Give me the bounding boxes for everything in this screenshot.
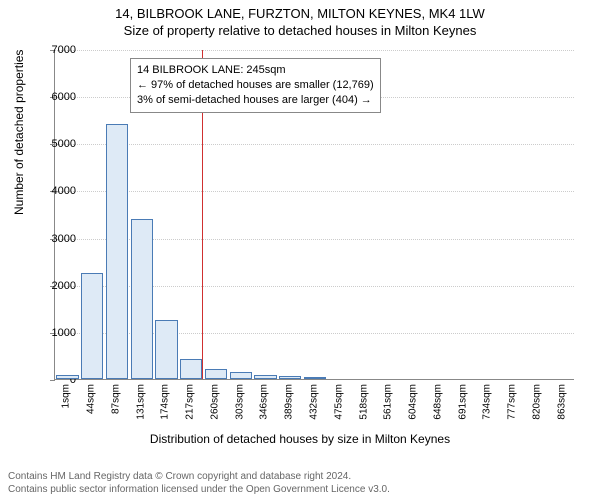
histogram-bar — [205, 369, 227, 379]
histogram-bar — [254, 375, 276, 379]
x-tick-label: 87sqm — [110, 384, 121, 414]
plot-area: 14 BILBROOK LANE: 245sqm ← 97% of detach… — [54, 50, 574, 380]
x-tick-label: 561sqm — [383, 384, 394, 420]
x-tick-label: 44sqm — [86, 384, 97, 414]
x-tick-label: 777sqm — [507, 384, 518, 420]
x-tick-label: 475sqm — [333, 384, 344, 420]
histogram-bar — [230, 372, 252, 379]
footer-line: Contains public sector information licen… — [8, 483, 390, 496]
histogram-bar — [56, 375, 78, 379]
x-tick-label: 863sqm — [556, 384, 567, 420]
histogram-bar — [155, 320, 177, 379]
x-tick-label: 131sqm — [135, 384, 146, 420]
x-tick-label: 734sqm — [482, 384, 493, 420]
x-tick-label: 518sqm — [358, 384, 369, 420]
histogram-bar — [131, 219, 153, 379]
histogram-bar — [304, 377, 326, 379]
x-tick-label: 389sqm — [284, 384, 295, 420]
annotation-line: 14 BILBROOK LANE: 245sqm — [137, 63, 374, 78]
annotation-line: 3% of semi-detached houses are larger (4… — [137, 93, 374, 108]
x-tick-label: 432sqm — [309, 384, 320, 420]
histogram-chart: 14 BILBROOK LANE: 245sqm ← 97% of detach… — [54, 50, 574, 380]
annotation-line: ← 97% of detached houses are smaller (12… — [137, 78, 374, 93]
histogram-bar — [106, 124, 128, 380]
histogram-bar — [81, 273, 103, 379]
x-tick-label: 174sqm — [160, 384, 171, 420]
x-tick-label: 604sqm — [408, 384, 419, 420]
page-subtitle: Size of property relative to detached ho… — [0, 23, 600, 38]
x-tick-label: 691sqm — [457, 384, 468, 420]
x-tick-label: 820sqm — [531, 384, 542, 420]
histogram-bar — [180, 359, 202, 379]
x-tick-label: 648sqm — [432, 384, 443, 420]
x-axis-label: Distribution of detached houses by size … — [0, 432, 600, 446]
x-tick-label: 1sqm — [61, 384, 72, 408]
x-tick-label: 346sqm — [259, 384, 270, 420]
x-tick-label: 260sqm — [209, 384, 220, 420]
footer-line: Contains HM Land Registry data © Crown c… — [8, 470, 390, 483]
page-title: 14, BILBROOK LANE, FURZTON, MILTON KEYNE… — [0, 6, 600, 21]
footer-attribution: Contains HM Land Registry data © Crown c… — [8, 470, 390, 496]
y-axis-label: Number of detached properties — [12, 50, 26, 215]
annotation-box: 14 BILBROOK LANE: 245sqm ← 97% of detach… — [130, 58, 381, 113]
x-tick-label: 217sqm — [185, 384, 196, 420]
x-tick-label: 303sqm — [234, 384, 245, 420]
histogram-bar — [279, 376, 301, 379]
